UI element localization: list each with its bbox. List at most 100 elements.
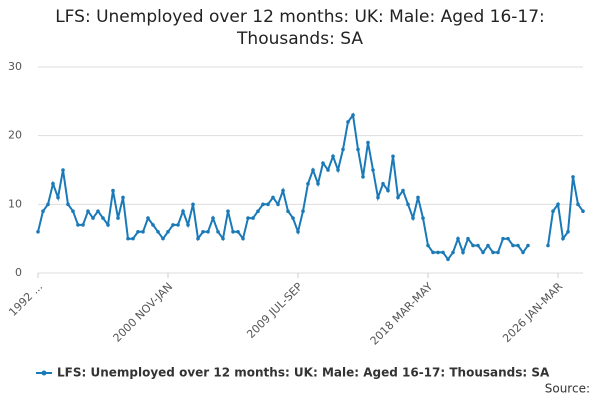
point <box>161 236 165 241</box>
point <box>276 202 280 207</box>
point <box>516 243 520 248</box>
point <box>71 209 75 213</box>
point <box>436 250 440 255</box>
x-tick-label: 1992 ... <box>6 280 45 319</box>
point <box>171 223 175 227</box>
point <box>446 257 450 262</box>
x-tick-label: 2000 NOV-JAN <box>111 280 176 345</box>
point <box>111 188 115 193</box>
point <box>116 216 120 220</box>
point <box>511 243 515 248</box>
point <box>186 223 190 227</box>
point <box>571 175 575 179</box>
point <box>216 230 220 234</box>
point <box>521 250 525 255</box>
point <box>556 202 560 207</box>
y-tick-label: 30 <box>8 60 22 73</box>
point <box>86 209 90 213</box>
point <box>386 188 390 193</box>
x-tick-label: 2009 JUL-SEP <box>244 280 305 341</box>
point <box>151 223 155 227</box>
point <box>481 250 485 255</box>
point <box>291 216 295 220</box>
point <box>246 216 250 220</box>
point <box>376 195 380 200</box>
point <box>121 195 125 200</box>
point <box>296 230 300 234</box>
point <box>391 154 395 159</box>
point <box>451 250 455 255</box>
point <box>351 113 355 117</box>
point <box>191 202 195 207</box>
point <box>181 209 185 213</box>
point <box>176 223 180 227</box>
point <box>221 236 225 241</box>
point <box>406 202 410 207</box>
point <box>306 181 310 186</box>
point <box>201 230 205 234</box>
point <box>461 250 465 255</box>
point <box>266 202 270 207</box>
point <box>401 188 405 193</box>
point <box>421 216 425 220</box>
point <box>551 209 555 213</box>
point <box>196 236 200 241</box>
point <box>331 154 335 159</box>
point <box>156 230 160 234</box>
x-tick-label: 2018 MAR-MAY <box>368 280 436 348</box>
point <box>51 181 55 186</box>
point <box>561 236 565 241</box>
point <box>231 230 235 234</box>
point <box>66 202 70 207</box>
point <box>526 243 530 248</box>
point <box>431 250 435 255</box>
point <box>126 236 130 241</box>
point <box>226 209 230 213</box>
point <box>96 209 100 213</box>
point <box>506 236 510 241</box>
point <box>41 209 45 213</box>
point <box>261 202 265 207</box>
point <box>166 230 170 234</box>
point <box>206 230 210 234</box>
point <box>141 230 145 234</box>
point <box>366 140 370 145</box>
point <box>581 209 585 213</box>
point <box>281 188 285 193</box>
x-tick-label: 2026 JAN-MAR <box>500 280 565 345</box>
point <box>576 202 580 207</box>
point <box>81 223 85 227</box>
point <box>341 147 345 152</box>
point <box>466 236 470 241</box>
point <box>456 236 460 241</box>
point <box>301 209 305 213</box>
point <box>91 216 95 220</box>
legend-label: LFS: Unemployed over 12 months: UK: Male… <box>57 366 550 380</box>
point <box>326 168 330 172</box>
source: Source: <box>545 382 590 396</box>
point <box>251 216 255 220</box>
point <box>441 250 445 255</box>
point <box>131 236 135 241</box>
point <box>346 120 350 124</box>
point <box>211 216 215 220</box>
point <box>241 236 245 241</box>
point <box>381 181 385 186</box>
point <box>426 243 430 248</box>
point <box>416 195 420 200</box>
point <box>271 195 275 200</box>
point <box>356 147 360 152</box>
point <box>136 230 140 234</box>
point <box>106 223 110 227</box>
point <box>396 195 400 200</box>
point <box>486 243 490 248</box>
y-tick-label: 0 <box>15 266 22 279</box>
point <box>471 243 475 248</box>
point <box>76 223 80 227</box>
chart-title: LFS: Unemployed over 12 months: UK: Male… <box>55 7 545 49</box>
point <box>336 168 340 172</box>
point <box>61 168 65 172</box>
point <box>286 209 290 213</box>
